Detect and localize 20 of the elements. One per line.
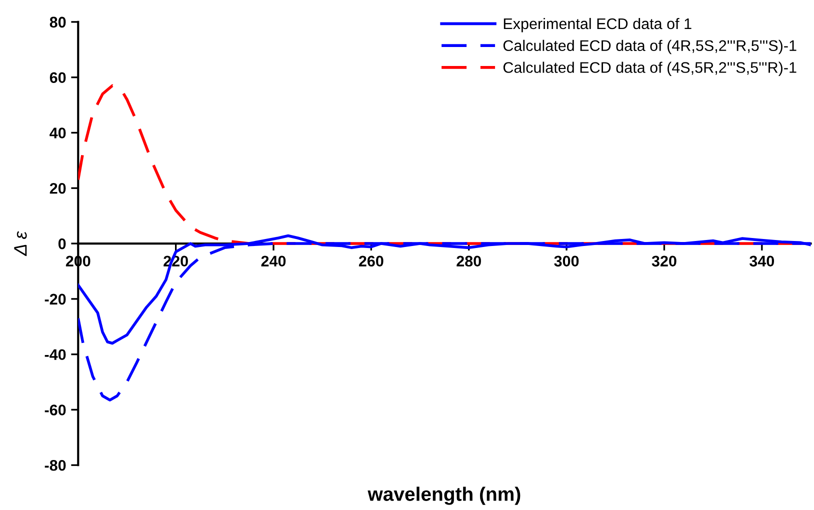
legend-label: Calculated ECD data of (4S,5R,2'''S,5'''R)-1	[503, 62, 796, 76]
y-tick-label: -80	[44, 460, 66, 471]
x-tick-label: 280	[456, 256, 481, 267]
x-tick-label: 320	[652, 256, 676, 267]
y-axis-title: Δ ε	[14, 231, 27, 256]
y-tick-label: -60	[44, 404, 66, 416]
y-tick-label: -40	[44, 349, 66, 360]
x-tick-label: 340	[750, 256, 774, 267]
x-axis-title: wavelength (nm)	[368, 486, 520, 505]
x-tick-label: 240	[261, 256, 286, 267]
y-tick-label: 20	[50, 182, 66, 194]
legend-label: Experimental ECD data of 1	[504, 18, 692, 32]
y-tick-label: 40	[50, 128, 66, 138]
legend-label: Calculated ECD data of (4R,5S,2'''R,5'''S)-1	[503, 40, 796, 54]
y-tick-label: 0	[58, 238, 66, 250]
y-tick-label: 60	[50, 72, 66, 84]
y-tick-label: 80	[50, 16, 66, 28]
x-tick-label: 300	[554, 256, 579, 267]
x-tick-label: 260	[358, 256, 384, 267]
y-tick-label: -20	[44, 294, 66, 305]
